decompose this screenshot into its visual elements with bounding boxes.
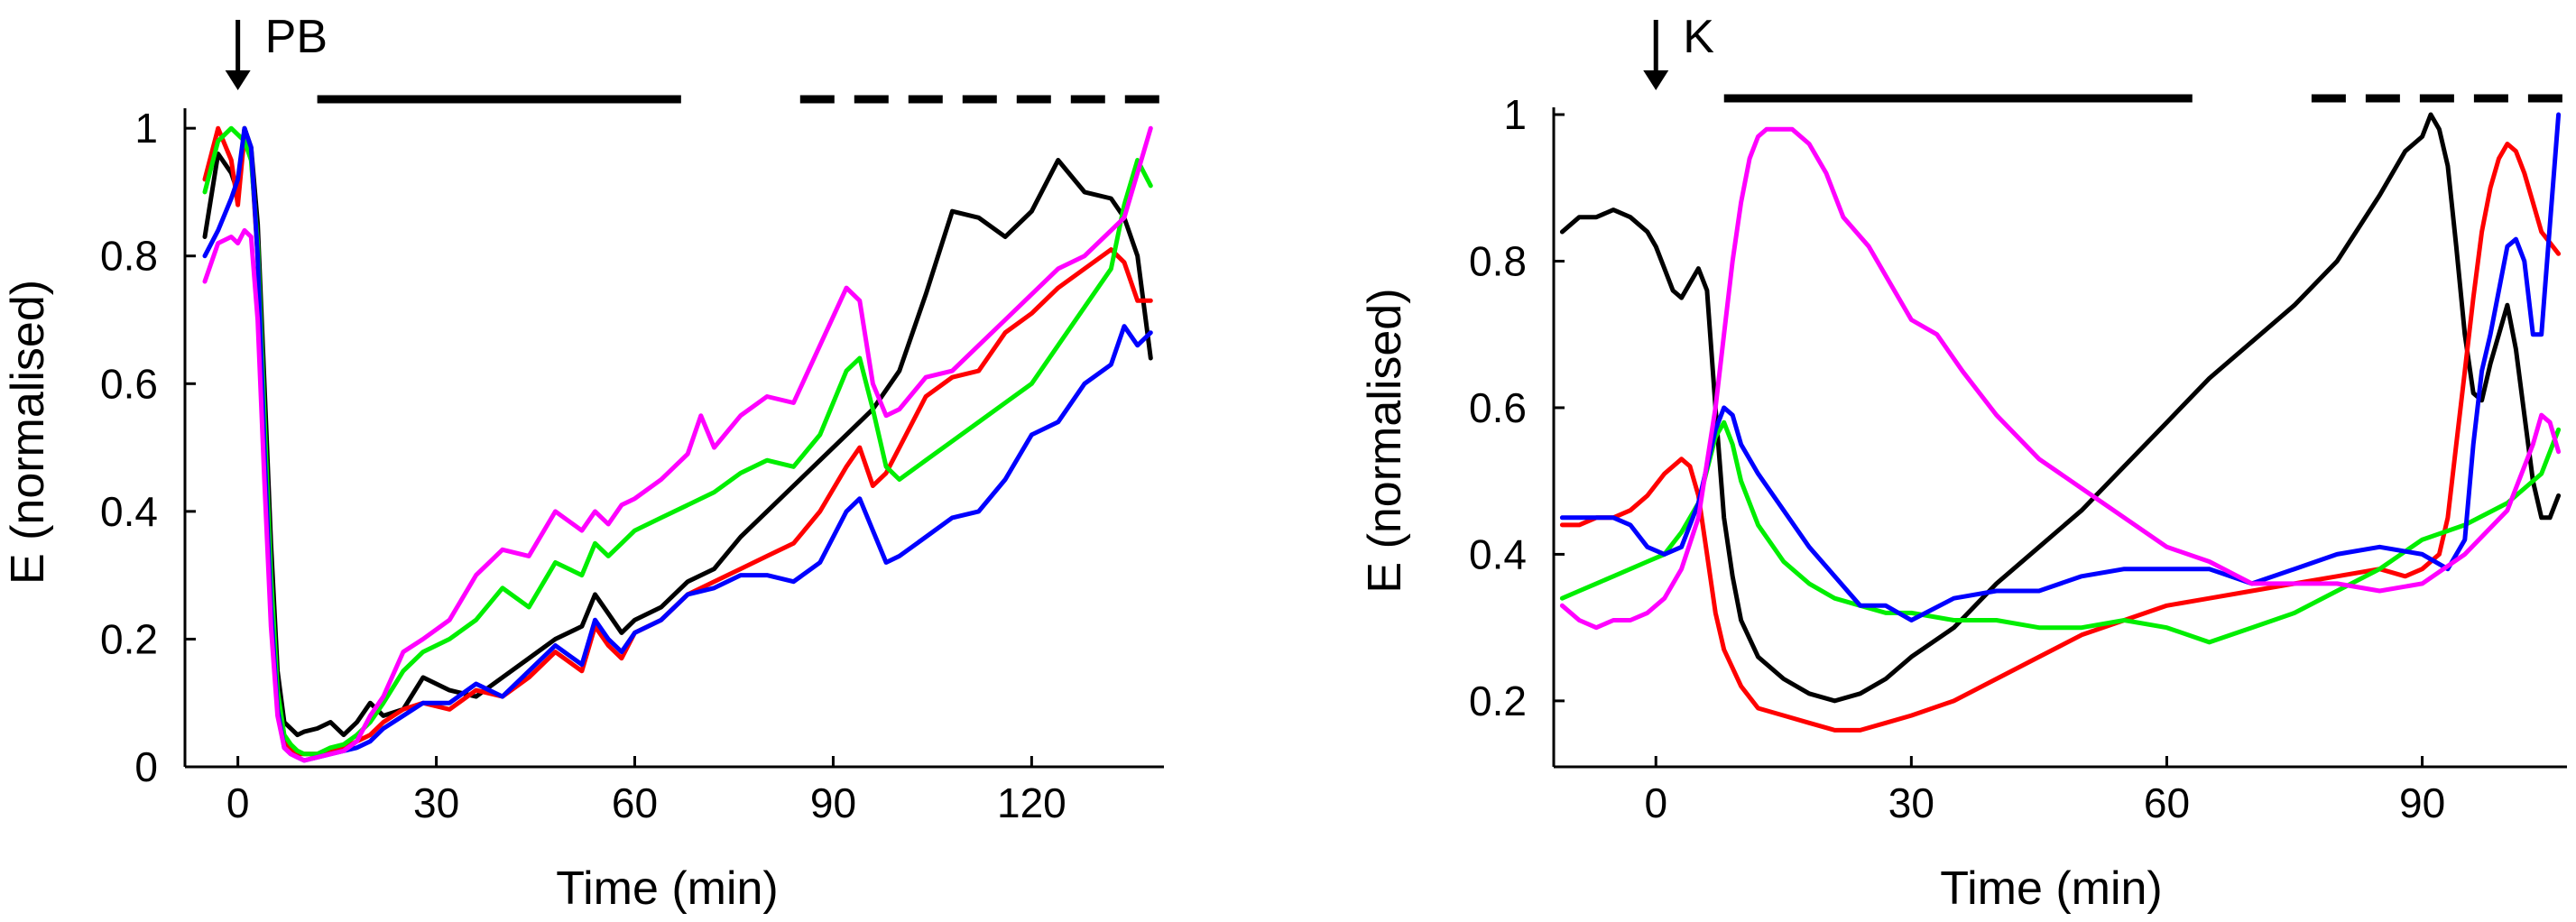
y-tick-label: 0.2: [1469, 678, 1527, 724]
x-tick-label: 60: [2144, 779, 2190, 826]
y-tick-label: 0.8: [1469, 237, 1527, 284]
x-tick-label: 0: [1644, 779, 1667, 826]
y-tick-label: 0: [134, 743, 158, 790]
series-line-red: [1559, 142, 2562, 733]
arrow-label: PB: [265, 11, 328, 63]
series-line-magenta: [1559, 126, 2562, 631]
series-line-blue: [202, 125, 1153, 763]
arrow-down-icon: [1643, 70, 1669, 90]
series-line-black: [1559, 112, 2562, 704]
y-axis-label: E (normalised): [2, 280, 54, 585]
x-tick-label: 60: [612, 779, 658, 826]
y-tick-label: 0.6: [1469, 384, 1527, 431]
y-tick-label: 0.8: [100, 233, 158, 280]
series-line-red: [202, 125, 1153, 757]
x-tick-label: 90: [2399, 779, 2445, 826]
y-tick-label: 1: [1503, 91, 1527, 138]
y-tick-label: 0.6: [100, 360, 158, 407]
series-line-blue: [1559, 112, 2562, 622]
y-tick-label: 0.4: [1469, 530, 1527, 577]
series-line-green: [202, 125, 1153, 757]
x-tick-label: 90: [810, 779, 856, 826]
chart-panel-left: 0 30 60 90 120 0 0.2 0.4 0.6 0.8 1 Time (min) E (nor…: [2, 11, 1164, 915]
series-line-magenta: [202, 125, 1153, 763]
series-line-black: [202, 125, 1153, 738]
y-tick-label: 0.4: [100, 488, 158, 535]
y-axis-label: E (normalised): [1359, 288, 1411, 593]
x-tick-label: 120: [997, 779, 1066, 826]
x-tick-label: 30: [413, 779, 459, 826]
y-tick-label: 1: [134, 105, 158, 152]
y-tick-label: 0.2: [100, 615, 158, 662]
x-tick-label: 0: [226, 779, 250, 826]
x-axis-label: Time (min): [1940, 862, 2163, 915]
chart-panel-right: 0 30 60 90 0.2 0.4 0.6 0.8 1 Time (min) E (normali…: [1359, 11, 2567, 915]
x-tick-label: 30: [1888, 779, 1934, 826]
arrow-down-icon: [225, 70, 251, 90]
arrow-label: K: [1683, 11, 1714, 63]
x-axis-label: Time (min): [556, 862, 779, 915]
